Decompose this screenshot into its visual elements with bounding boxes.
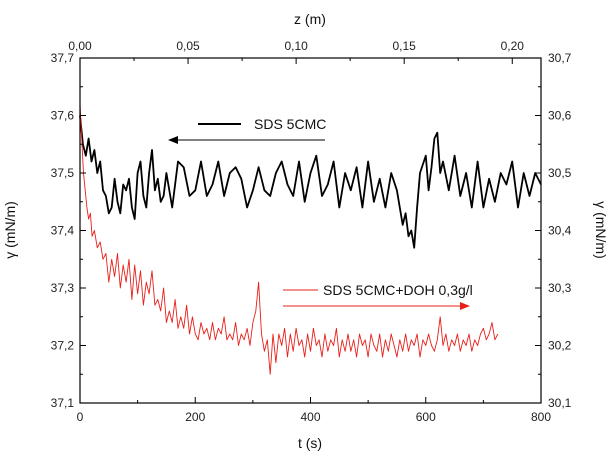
y-left-tick-label: 37,7	[51, 51, 75, 65]
left-axis-ticks: 37,1 37,2 37,3 37,4 37,5 37,6 37,7	[51, 51, 86, 410]
top-tick-label: 0,10	[284, 39, 308, 53]
y-left-tick-label: 37,2	[51, 339, 75, 353]
legend-label-sds-5cmc-doh: SDS 5CMC+DOH 0,3g/l	[323, 282, 473, 298]
x-tick-label: 800	[531, 410, 551, 424]
y-right-axis-label: γ (mN/m)	[593, 201, 609, 259]
bottom-axis-ticks: 0 200 400 600 800	[77, 397, 551, 424]
series-line-sds-5cmc-doh	[79, 103, 499, 375]
top-axis-label: z (m)	[294, 11, 326, 27]
y-left-tick-label: 37,4	[51, 224, 75, 238]
y-left-tick-label: 37,6	[51, 109, 75, 123]
x-tick-label: 600	[416, 410, 436, 424]
y-right-tick-label: 30,1	[548, 396, 572, 410]
y-right-tick-label: 30,7	[548, 51, 572, 65]
x-tick-label: 200	[185, 410, 205, 424]
top-tick-label: 0,20	[501, 39, 525, 53]
y-right-tick-label: 30,3	[548, 281, 572, 295]
x-axis-label: t (s)	[298, 435, 322, 451]
y-right-tick-label: 30,5	[548, 166, 572, 180]
legend-label-sds-5cmc: SDS 5CMC	[254, 116, 326, 132]
y-left-tick-label: 37,3	[51, 281, 75, 295]
y-left-axis-label: γ (mN/m)	[2, 201, 18, 259]
right-axis-ticks: 30,1 30,2 30,3 30,4 30,5 30,6 30,7	[535, 51, 572, 410]
x-tick-label: 0	[77, 410, 84, 424]
plot-lines	[79, 103, 542, 375]
y-left-tick-label: 37,1	[51, 396, 75, 410]
legend-arrowhead-left	[168, 136, 178, 144]
top-tick-label: 0,00	[68, 39, 92, 53]
y-right-tick-label: 30,4	[548, 224, 572, 238]
x-tick-label: 400	[300, 410, 320, 424]
legend-arrowhead-right	[460, 302, 470, 310]
top-axis-ticks: 0,00 0,05 0,10 0,15 0,20	[68, 39, 524, 64]
series-line-sds-5cmc	[79, 115, 542, 249]
legend-sds-5cmc-doh: SDS 5CMC+DOH 0,3g/l	[283, 282, 473, 310]
top-tick-label: 0,15	[393, 39, 417, 53]
legend-sds-5cmc: SDS 5CMC	[168, 116, 326, 144]
top-tick-label: 0,05	[176, 39, 200, 53]
y-left-tick-label: 37,5	[51, 166, 75, 180]
y-right-tick-label: 30,2	[548, 339, 572, 353]
y-right-tick-label: 30,6	[548, 109, 572, 123]
